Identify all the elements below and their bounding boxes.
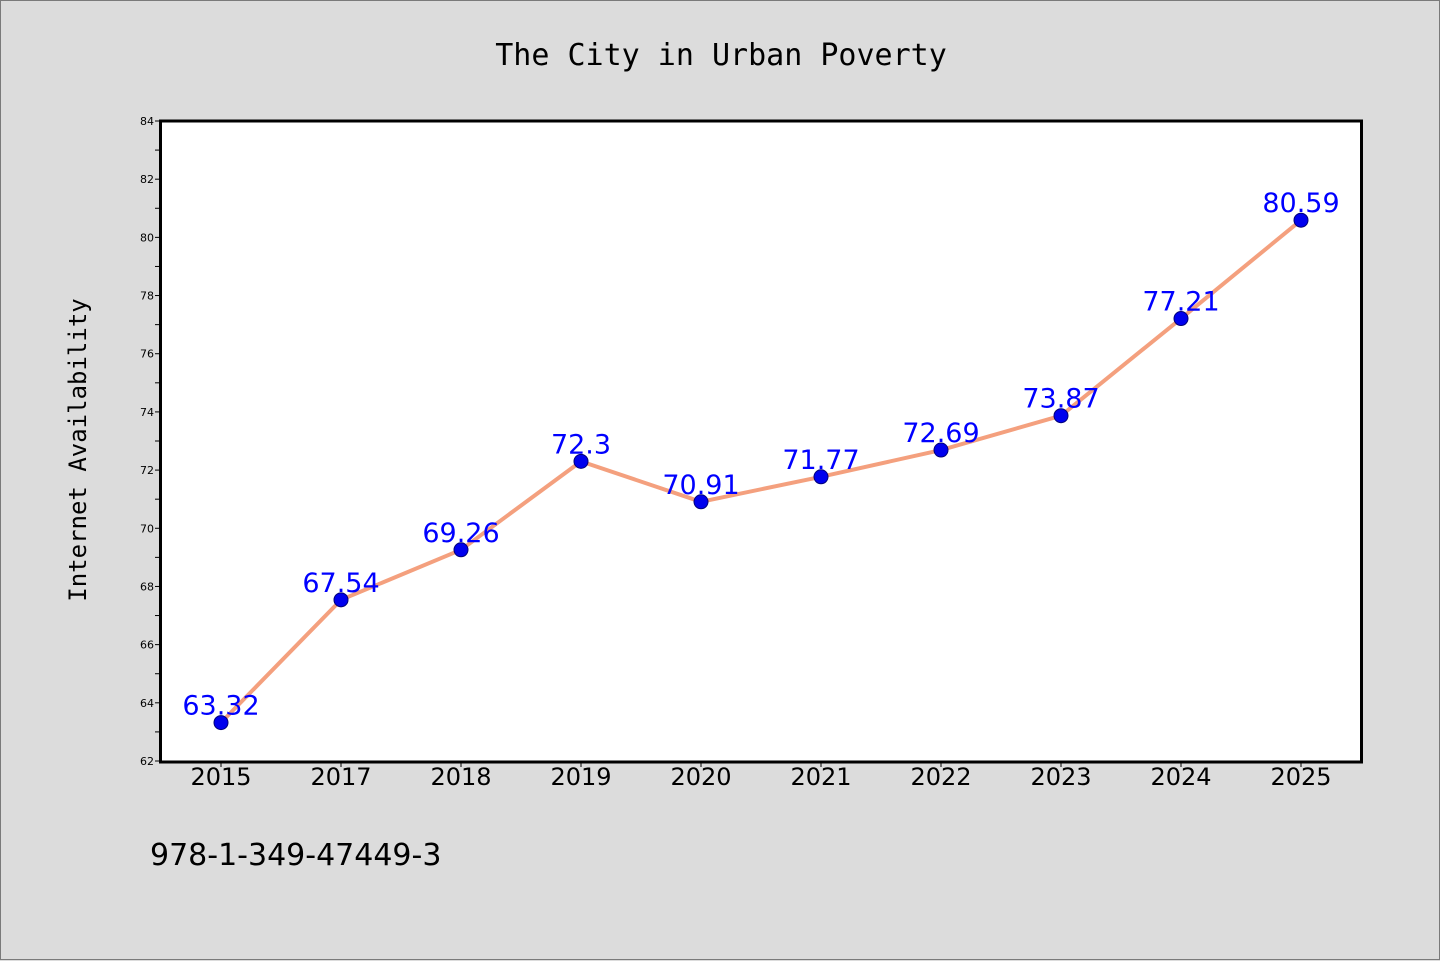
data-point — [213, 715, 229, 731]
isbn-footer: 978-1-349-47449-3 — [150, 838, 441, 873]
data-point — [1053, 408, 1069, 424]
data-point — [933, 442, 949, 458]
x-tick-label: 2023 — [1030, 763, 1091, 791]
data-label: 69.26 — [422, 518, 499, 549]
y-tick-label: 80 — [140, 231, 154, 244]
y-tick-label: 68 — [140, 580, 154, 593]
data-point — [813, 469, 829, 485]
x-tick-label: 2025 — [1270, 763, 1331, 791]
x-tick-label: 2017 — [310, 763, 371, 791]
y-tick-label: 74 — [140, 406, 154, 419]
data-point — [1293, 212, 1309, 228]
series-line — [219, 218, 1303, 725]
x-tick-label: 2024 — [1150, 763, 1211, 791]
data-labels: 63.32 67.54 69.26 72.3 70.91 71.77 72.69 73.87 7… — [182, 188, 1339, 721]
x-tick-label: 2015 — [190, 763, 251, 791]
x-tick-label: 2022 — [910, 763, 971, 791]
x-tick-label: 2021 — [790, 763, 851, 791]
x-tick-label: 2020 — [670, 763, 731, 791]
y-tick-label: 64 — [140, 697, 154, 710]
y-tick-label: 72 — [140, 464, 154, 477]
plot-area — [159, 119, 1363, 764]
x-tick-label: 2019 — [550, 763, 611, 791]
axis-ticks: 62 64 66 68 70 72 74 76 78 80 82 84 2015 2017 2018 2019… — [140, 115, 1332, 791]
series-layer — [213, 212, 1309, 731]
y-tick-label: 76 — [140, 348, 154, 361]
y-tick-label: 78 — [140, 290, 154, 303]
data-label: 71.77 — [782, 445, 859, 476]
y-tick-label: 66 — [140, 639, 154, 652]
x-tick-label: 2018 — [430, 763, 491, 791]
data-label: 67.54 — [302, 568, 379, 599]
data-point — [693, 494, 709, 510]
data-point — [453, 542, 469, 558]
chart-title: The City in Urban Poverty — [495, 38, 947, 73]
y-axis-label: Internet Availability — [64, 298, 92, 601]
data-point — [1173, 311, 1189, 327]
data-point — [573, 453, 589, 469]
y-tick-label: 82 — [140, 173, 154, 186]
data-point — [333, 592, 349, 608]
data-label: 77.21 — [1142, 287, 1219, 318]
data-label: 73.87 — [1022, 384, 1099, 415]
y-tick-label: 84 — [140, 115, 154, 128]
data-label: 80.59 — [1262, 188, 1339, 219]
data-label: 72.69 — [902, 418, 979, 449]
data-label: 70.91 — [662, 470, 739, 501]
y-tick-label: 70 — [140, 522, 154, 535]
data-label: 63.32 — [182, 691, 259, 722]
y-tick-label: 62 — [140, 755, 154, 768]
data-label: 72.3 — [551, 429, 611, 460]
